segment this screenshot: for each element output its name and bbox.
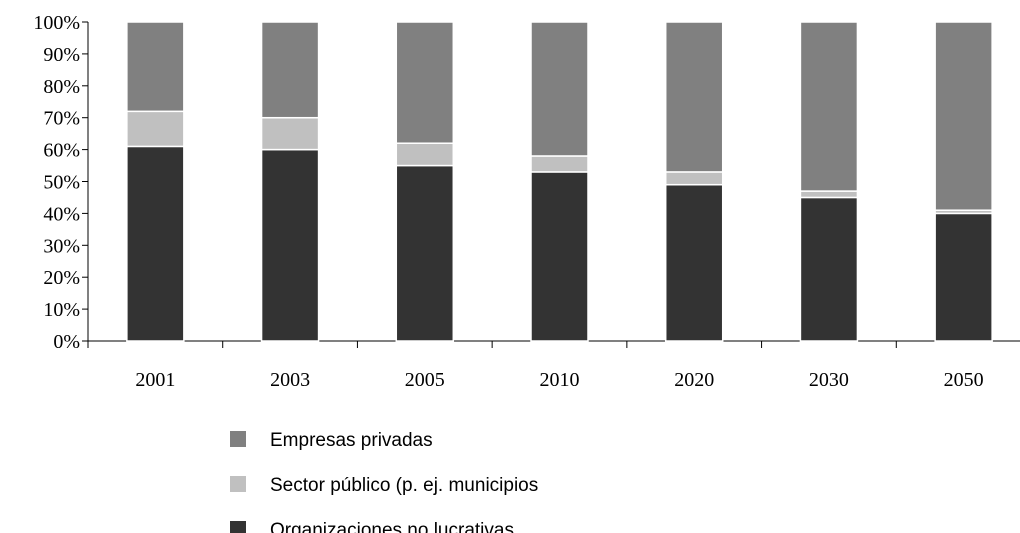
legend-swatch (230, 521, 246, 533)
x-tick-label: 2020 (674, 369, 714, 391)
legend-label: Organizaciones no lucrativas (270, 520, 514, 533)
y-tick-label: 30% (43, 235, 80, 257)
bar-segment (934, 21, 993, 211)
y-tick-label: 80% (43, 76, 80, 98)
y-axis: 0% 10% 20% 30% 40% 50% 60% 70% 80% 90% 100% (33, 12, 89, 353)
y-tick-label: 90% (43, 44, 80, 66)
x-tick-label: 2010 (540, 369, 580, 391)
bar-segment (260, 21, 320, 119)
x-tick-label: 2003 (270, 369, 310, 391)
y-tick-label: 0% (53, 331, 80, 353)
legend-label: Empresas privadas (270, 430, 433, 451)
x-tick-label: 2001 (135, 369, 175, 391)
y-tick-label: 100% (33, 12, 80, 34)
legend: Empresas privadas Sector público (p. ej. … (230, 430, 538, 533)
bar-segment (530, 155, 589, 173)
bars (126, 21, 993, 342)
bar-segment (664, 21, 724, 173)
y-tick-label: 10% (43, 299, 80, 321)
legend-swatch (230, 431, 246, 447)
bar-segment (260, 116, 320, 151)
bar-segment (395, 21, 455, 144)
bar-segment (260, 148, 320, 342)
bar-segment (799, 21, 859, 192)
bar-segment (126, 145, 185, 342)
y-tick-label: 40% (43, 203, 80, 225)
x-tick-label: 2005 (405, 369, 445, 391)
bar-segment (664, 171, 724, 186)
bar-segment (664, 183, 724, 342)
bar-segment (126, 110, 185, 148)
legend-label: Sector público (p. ej. municipios (270, 475, 538, 496)
bar-segment (799, 190, 859, 199)
y-tick-label: 50% (43, 172, 80, 194)
bar-segment (530, 21, 589, 157)
x-axis: 2001 2003 2005 2010 2020 2030 2050 (87, 340, 1020, 391)
legend-swatch (230, 476, 246, 492)
y-tick-label: 70% (43, 108, 80, 130)
bar-segment (126, 21, 185, 113)
bar-segment (934, 212, 993, 342)
bar-segment (799, 196, 859, 342)
bar-segment (395, 142, 455, 167)
bar-segment (395, 164, 455, 342)
bar-segment (530, 171, 589, 342)
x-tick-label: 2030 (809, 369, 849, 391)
y-tick-label: 60% (43, 140, 80, 162)
x-tick-label: 2050 (944, 369, 984, 391)
y-tick-label: 20% (43, 267, 80, 289)
